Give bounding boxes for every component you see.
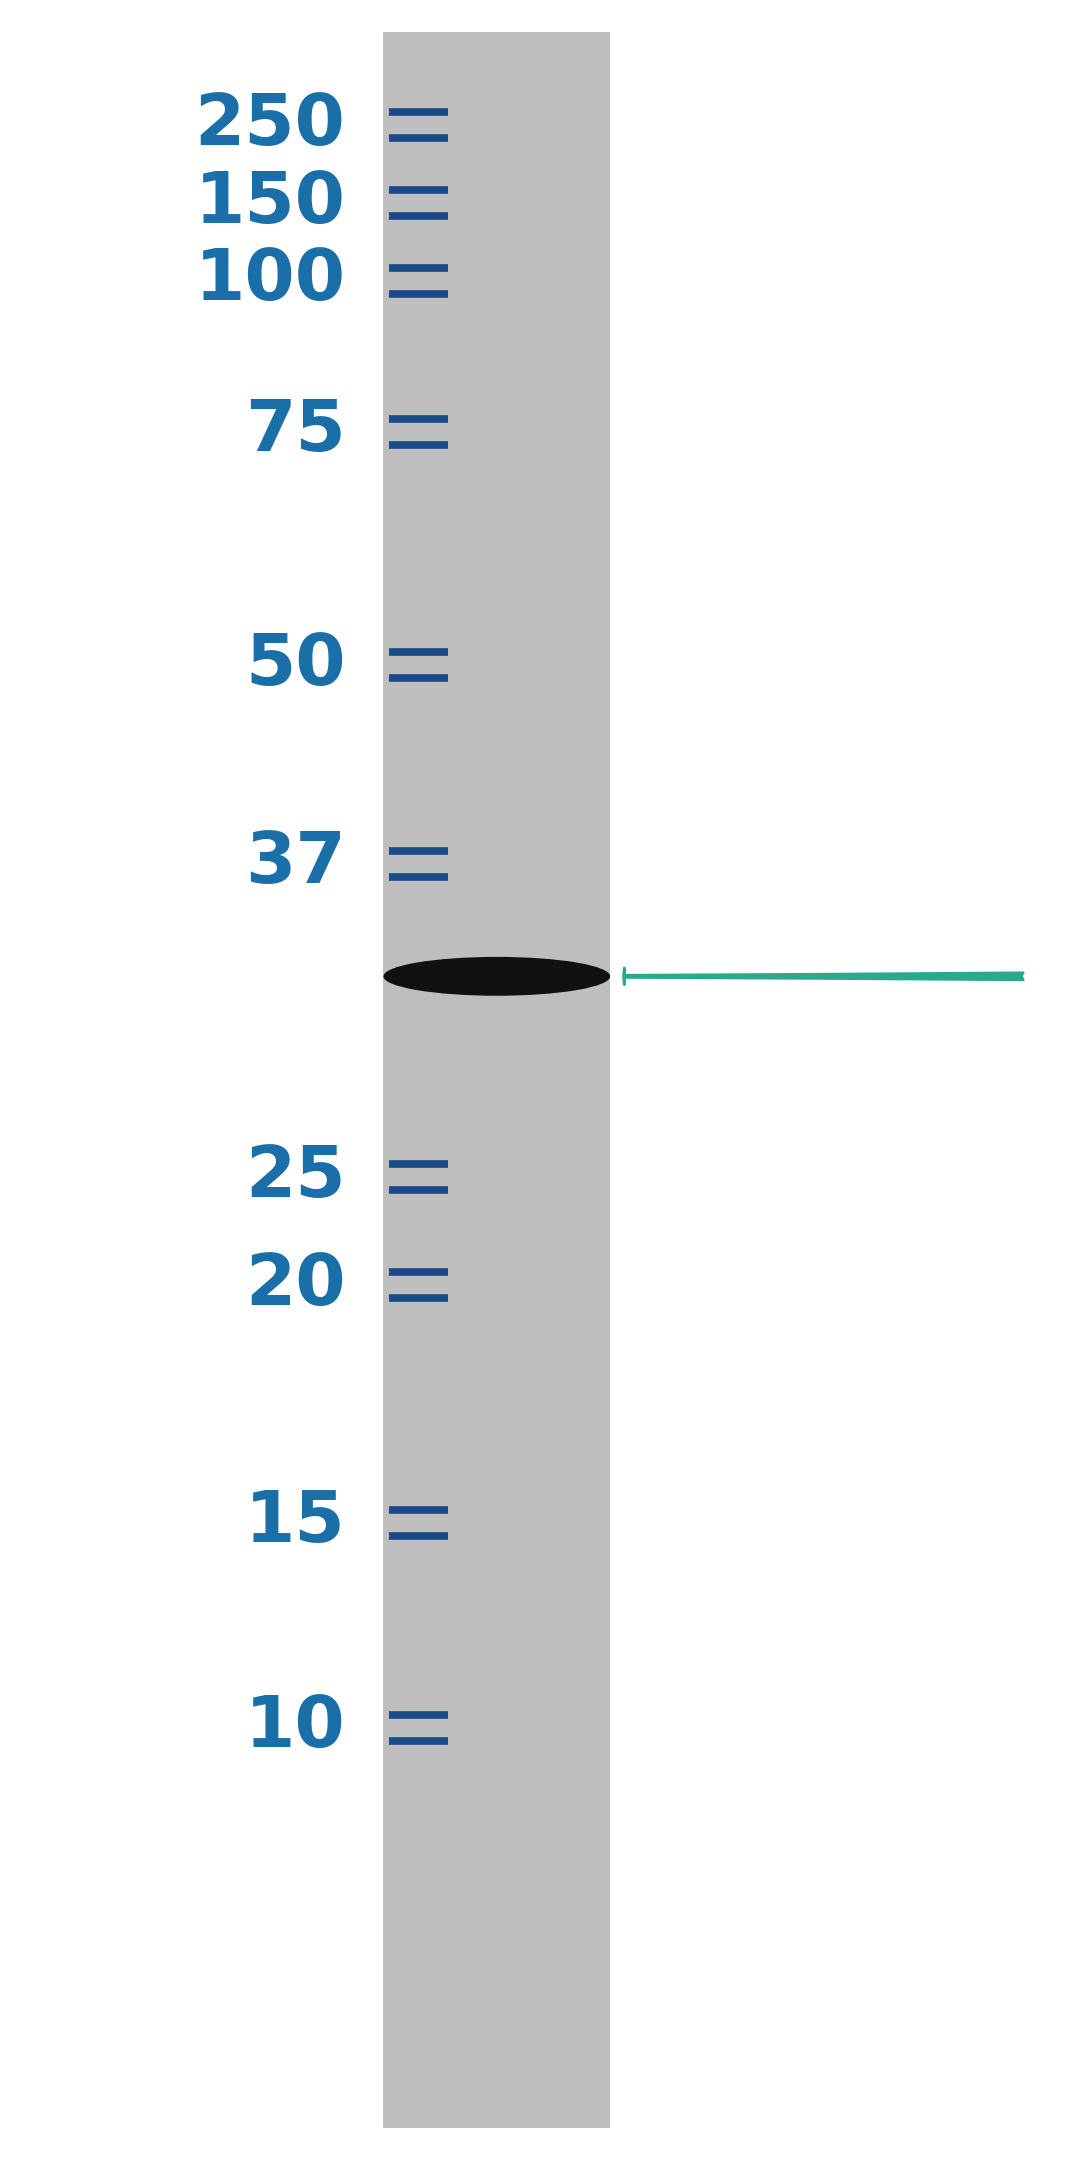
Text: 75: 75 bbox=[245, 397, 346, 467]
Text: 25: 25 bbox=[245, 1143, 346, 1212]
Text: 100: 100 bbox=[194, 246, 346, 315]
Text: 20: 20 bbox=[245, 1251, 346, 1320]
FancyBboxPatch shape bbox=[383, 32, 610, 2128]
Text: 50: 50 bbox=[245, 631, 346, 700]
Ellipse shape bbox=[383, 957, 610, 996]
Text: 37: 37 bbox=[245, 829, 346, 899]
Text: 150: 150 bbox=[194, 168, 346, 238]
Text: 10: 10 bbox=[245, 1693, 346, 1763]
Text: 250: 250 bbox=[194, 91, 346, 160]
Text: 15: 15 bbox=[245, 1488, 346, 1557]
